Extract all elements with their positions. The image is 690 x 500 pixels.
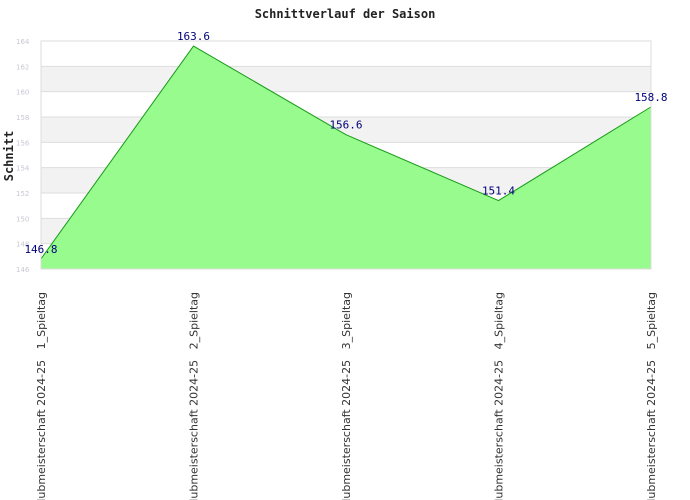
data-label: 158.8 (634, 91, 667, 104)
y-tick-label: 164 (16, 38, 30, 46)
series-area (41, 46, 651, 269)
data-label: 151.4 (482, 185, 515, 198)
y-tick-label: 158 (16, 114, 29, 122)
x-tick-label: Clubmeisterschaft 2024-25 2_Spieltag (188, 292, 201, 500)
y-tick-label: 154 (16, 165, 30, 173)
x-tick-label: Clubmeisterschaft 2024-25 5_Spieltag (645, 292, 658, 500)
data-label: 156.6 (329, 119, 362, 132)
y-axis-label: Schnitt (2, 131, 16, 182)
y-tick-label: 150 (16, 215, 29, 223)
grid-band (41, 66, 651, 92)
x-axis-ticks: Clubmeisterschaft 2024-25 1_Spieltag Club… (35, 292, 658, 500)
x-tick-label: Clubmeisterschaft 2024-25 3_Spieltag (340, 292, 353, 500)
x-tick-label: Clubmeisterschaft 2024-25 1_Spieltag (35, 292, 48, 500)
y-tick-label: 160 (16, 89, 29, 97)
y-tick-label: 146 (16, 266, 30, 274)
y-tick-label: 156 (16, 139, 30, 147)
x-tick-label: Clubmeisterschaft 2024-25 4_Spieltag (493, 292, 506, 500)
y-tick-label: 152 (16, 190, 29, 198)
chart-title: Schnittverlauf der Saison (255, 7, 436, 21)
grid-band (41, 91, 651, 117)
data-label: 146.8 (24, 243, 57, 256)
series-line (40, 45, 652, 260)
y-tick-label: 162 (16, 63, 29, 71)
grid-band (41, 41, 651, 67)
data-label: 163.6 (177, 30, 210, 43)
data-labels: 146.8 163.6 156.6 151.4 158.8 (24, 30, 667, 256)
y-axis-ticks: 146 148 150 152 154 156 158 160 162 164 (16, 38, 30, 274)
y-tick-label: 148 (16, 241, 29, 249)
plot-frame (40, 40, 652, 270)
